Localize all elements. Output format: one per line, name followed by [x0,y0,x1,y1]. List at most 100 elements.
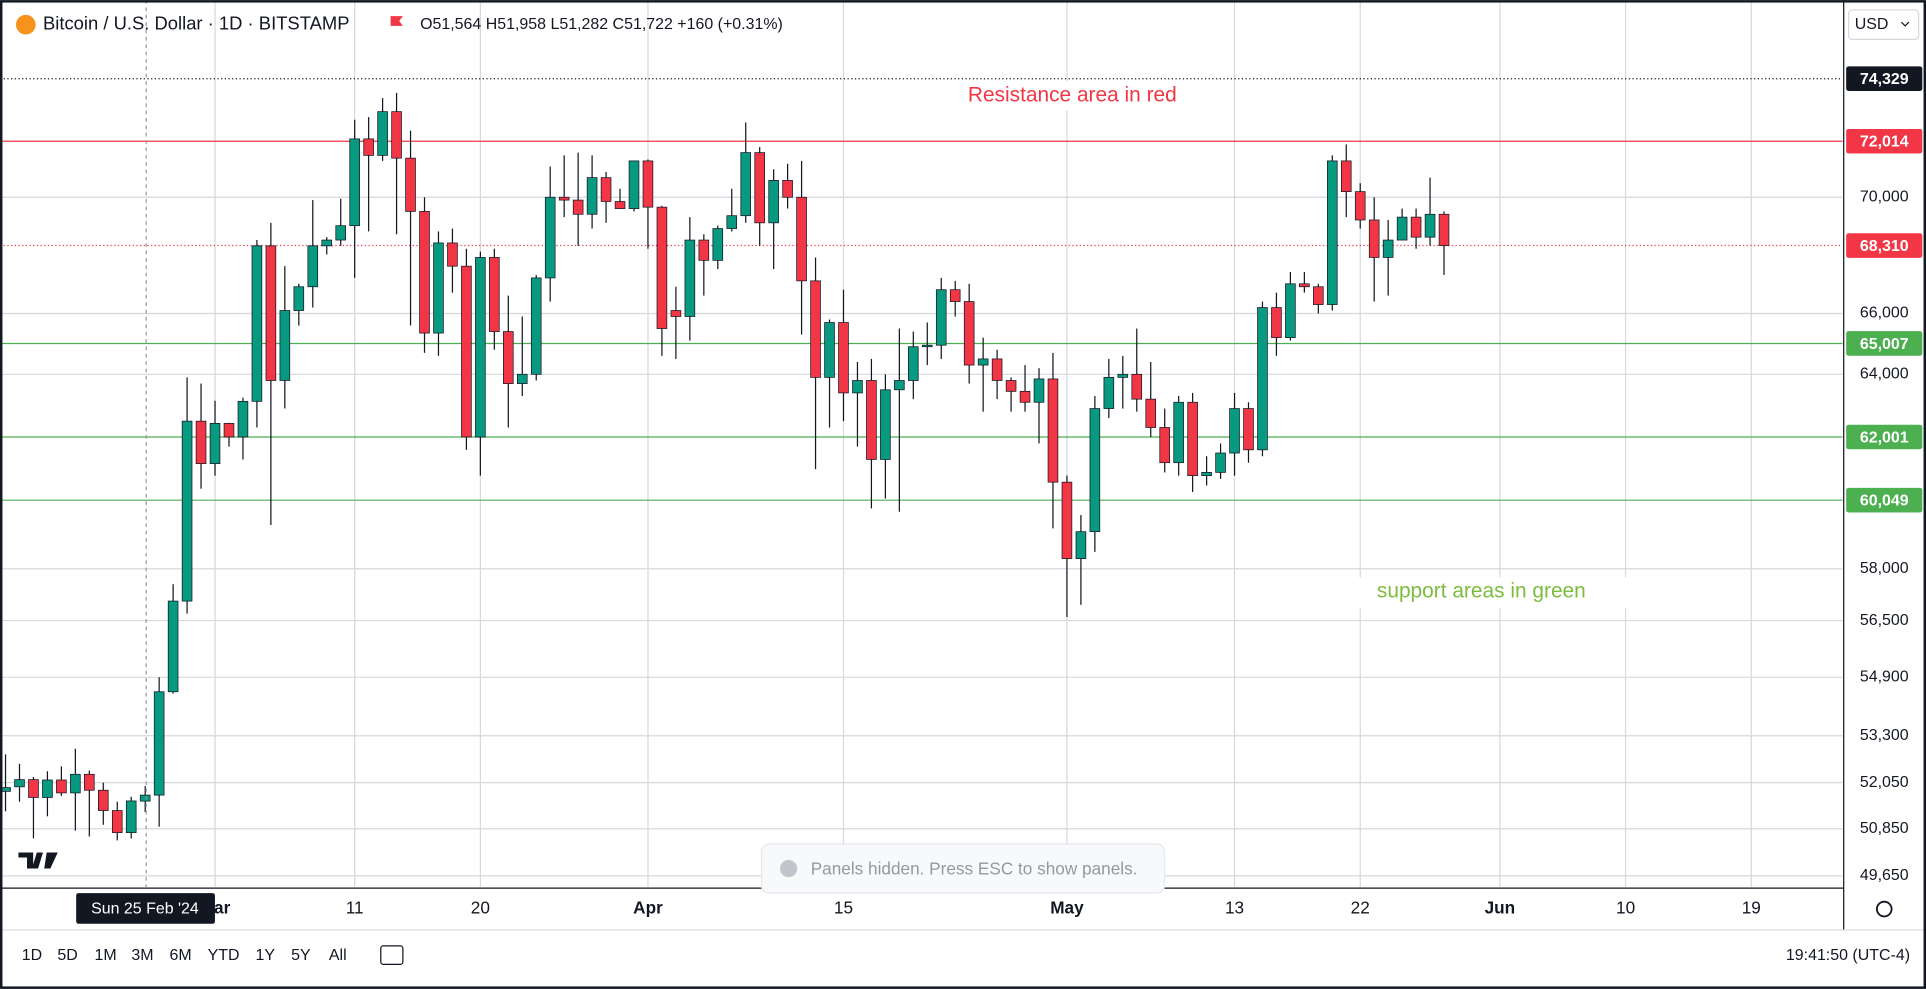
y-tick-label: 58,000 [1860,560,1909,577]
range-button[interactable]: 3M [131,947,153,964]
level-label: 62,001 [1860,429,1909,446]
candle-body [1438,213,1450,246]
candle-body [139,794,151,802]
candle-body [1271,307,1282,338]
candle-body [377,111,388,156]
y-tick-label: 70,000 [1860,188,1909,205]
range-button[interactable]: 5D [57,947,77,964]
candle-body [1215,452,1226,473]
candle-body [1340,160,1352,192]
y-tick-label: 50,850 [1860,820,1909,837]
level-label: 65,007 [1860,336,1909,353]
x-tick-label: 19 [1742,898,1761,918]
level-badge [1846,424,1923,450]
candle-body [810,280,821,378]
candle-body [1187,401,1198,477]
candle-body [1257,307,1268,451]
toolbar: 1D 5D 1M 3M 6M YTD 1Y 5Y All [22,947,347,964]
candle-body [265,245,277,381]
level-badge [1846,331,1923,356]
candle-body [866,380,877,460]
level-badge [1846,128,1923,154]
candle-body [530,277,542,375]
y-tick-label: 53,300 [1860,727,1909,744]
candle-body [782,180,793,198]
candle-body [391,111,402,159]
y-tick-label: 66,000 [1860,305,1909,322]
candle-body [977,358,989,366]
candle-body [768,180,779,224]
level-label: 72,014 [1860,134,1909,151]
candle-body [1131,373,1143,400]
candle-body [1243,408,1254,451]
candle-body [1424,213,1436,238]
flag-icon [390,16,403,26]
candle-body [447,242,458,267]
last-price-badge [1846,233,1923,258]
candle-body [433,242,444,334]
candle-body [740,152,752,217]
candle-body [558,196,570,201]
range-button[interactable]: YTD [208,947,240,964]
x-tick-label: 22 [1351,898,1370,918]
notice-box [760,843,1166,894]
candle-body [516,373,528,384]
level-label: 60,049 [1860,493,1909,510]
candle-body [754,152,765,224]
settings-icon[interactable] [1875,900,1893,918]
candle-body [921,344,933,348]
range-button[interactable]: 1Y [256,947,276,964]
candle-body [70,773,81,794]
last-price-label: 68,310 [1860,238,1909,255]
currency-label[interactable]: USD [1855,16,1889,33]
candle-body [293,286,305,311]
y-tick-label: 49,650 [1860,867,1909,884]
candle-body [991,358,1003,381]
overlay: 70,000 66,000 64,000 58,000 56,500 54,900 53,3… [916,66,1923,884]
candle-body [1354,191,1366,221]
candle-body [419,211,430,334]
candle-body [949,289,961,302]
candle-body [1396,216,1408,241]
y-tick-label: 52,050 [1860,774,1909,791]
level-label: 74,329 [1860,71,1909,88]
candle-body [614,201,626,209]
candle-body [1103,377,1115,409]
candle-body [963,301,975,366]
candle-body [1299,283,1310,288]
y-tick-label: 54,900 [1860,669,1909,686]
candle-body [84,773,95,791]
candle-body [125,800,137,833]
y-tick-label: 56,500 [1860,612,1909,629]
candle-body [1047,378,1059,483]
range-button[interactable]: 1M [95,947,117,964]
candle-body [405,157,416,212]
range-button[interactable]: All [329,947,347,964]
candle-body [321,239,333,247]
candle-body [279,310,291,381]
annotation-bg [1351,577,1628,609]
candle-body [1033,378,1045,403]
candle-body [1201,472,1212,477]
range-button[interactable]: 5Y [291,947,311,964]
candle-body [1019,390,1031,403]
candle-body [1159,427,1170,464]
candle-body [1327,160,1338,305]
calendar-icon[interactable] [380,945,404,965]
candle-body [544,196,556,279]
x-tick-label: 10 [1616,898,1635,918]
currency-button[interactable] [1848,9,1920,41]
range-button[interactable]: 1D [22,947,42,964]
candle-body [572,199,584,215]
candle-body [461,265,472,438]
candle-body [209,423,221,465]
candle-body [670,310,682,317]
candle-body [111,810,123,833]
crosshair-label: Sun 25 Feb '24 [91,900,199,917]
candle-body [251,245,263,402]
range-button[interactable]: 6M [169,947,191,964]
info-icon [779,859,798,878]
candle-body [935,289,947,346]
